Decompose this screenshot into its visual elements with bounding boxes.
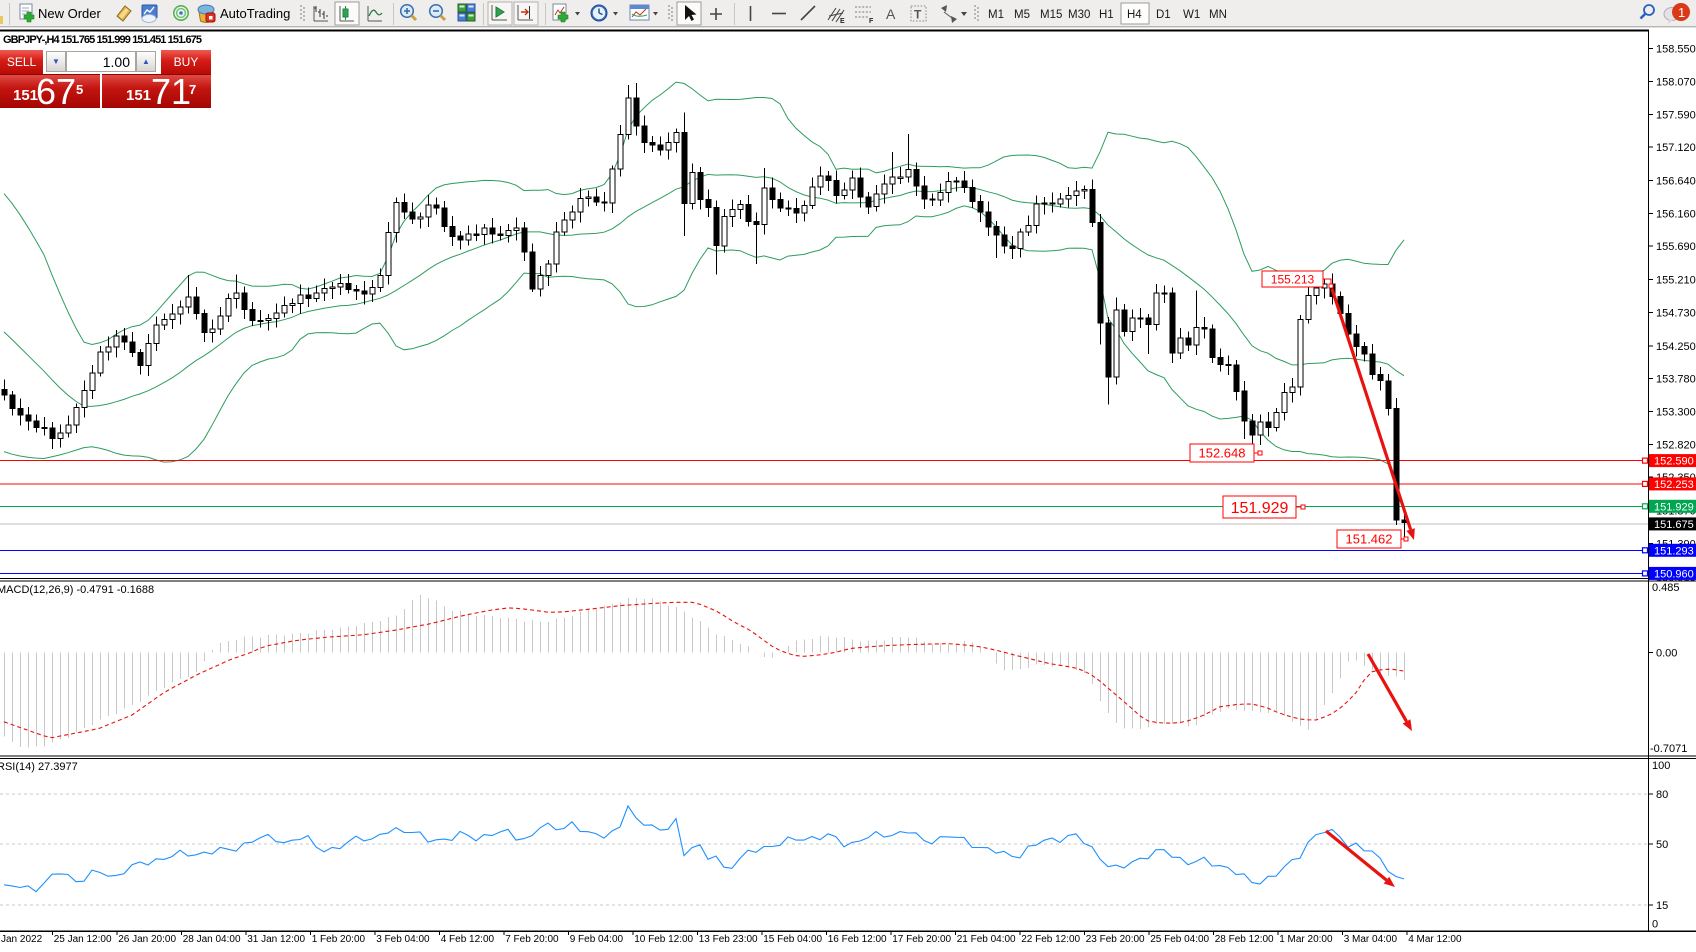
svg-text:MN: MN [1209,9,1227,21]
svg-text:0: 0 [1652,919,1658,931]
svg-text:157.590: 157.590 [1656,110,1696,122]
svg-text:A: A [886,6,896,22]
svg-text:23 Feb 20:00: 23 Feb 20:00 [1086,934,1145,945]
svg-text:4 Mar 12:00: 4 Mar 12:00 [1408,934,1462,945]
svg-text:15 Feb 04:00: 15 Feb 04:00 [763,934,822,945]
svg-text:F: F [869,18,874,25]
svg-text:M5: M5 [1014,9,1030,21]
svg-text:151.929: 151.929 [1654,501,1694,513]
svg-text:157.120: 157.120 [1656,142,1696,154]
svg-text:M30: M30 [1068,9,1090,21]
svg-text:1 Feb 20:00: 1 Feb 20:00 [312,934,366,945]
svg-text:151.462: 151.462 [1346,532,1393,547]
svg-text:31 Jan 12:00: 31 Jan 12:00 [247,934,305,945]
svg-text:M15: M15 [1040,9,1062,21]
svg-text:153.300: 153.300 [1656,407,1696,419]
svg-text:1 Mar 20:00: 1 Mar 20:00 [1279,934,1333,945]
svg-text:0.485: 0.485 [1652,582,1680,594]
svg-text:158.550: 158.550 [1656,43,1696,55]
svg-text:E: E [840,18,845,25]
svg-text:RSI(14) 27.3977: RSI(14) 27.3977 [0,761,78,773]
svg-text:151.929: 151.929 [1231,500,1289,517]
svg-text:155.210: 155.210 [1656,274,1696,286]
svg-text:158.070: 158.070 [1656,77,1696,89]
svg-text:156.160: 156.160 [1656,209,1696,221]
svg-text:50: 50 [1656,839,1668,851]
svg-text:MACD(12,26,9) -0.4791 -0.1688: MACD(12,26,9) -0.4791 -0.1688 [0,584,154,596]
svg-text:15: 15 [1656,900,1668,912]
svg-text:152.820: 152.820 [1656,440,1696,452]
svg-text:154.250: 154.250 [1656,341,1696,353]
svg-text:4 Feb 12:00: 4 Feb 12:00 [441,934,495,945]
svg-text:152.590: 152.590 [1654,456,1694,468]
svg-text:-0.7071: -0.7071 [1650,743,1687,755]
svg-text:13 Feb 23:00: 13 Feb 23:00 [699,934,758,945]
svg-text:152.648: 152.648 [1199,446,1246,461]
svg-text:1: 1 [1678,5,1685,20]
svg-text:16 Feb 12:00: 16 Feb 12:00 [828,934,887,945]
svg-text:AutoTrading: AutoTrading [220,6,290,21]
svg-text:D1: D1 [1156,9,1171,21]
svg-text:22 Feb 12:00: 22 Feb 12:00 [1021,934,1080,945]
svg-text:H1: H1 [1099,9,1114,21]
svg-text:0.00: 0.00 [1656,648,1677,660]
svg-text:155.690: 155.690 [1656,241,1696,253]
svg-text:New Order: New Order [38,6,102,21]
svg-text:W1: W1 [1183,9,1200,21]
svg-text:151.293: 151.293 [1654,545,1694,557]
svg-text:9 Feb 04:00: 9 Feb 04:00 [570,934,624,945]
svg-text:M1: M1 [988,9,1004,21]
svg-text:156.640: 156.640 [1656,175,1696,187]
svg-text:GBPJPY-,H4 151.765 151.999 15: GBPJPY-,H4 151.765 151.999 151.451 151.6… [3,34,202,46]
svg-text:3 Mar 04:00: 3 Mar 04:00 [1344,934,1398,945]
svg-text:H4: H4 [1127,9,1142,21]
svg-text:7 Feb 20:00: 7 Feb 20:00 [505,934,559,945]
svg-text:26 Jan 20:00: 26 Jan 20:00 [118,934,176,945]
svg-text:10 Feb 12:00: 10 Feb 12:00 [634,934,693,945]
svg-text:155.213: 155.213 [1271,272,1315,286]
svg-text:151.675: 151.675 [1654,519,1694,531]
svg-text:Jan 2022: Jan 2022 [1,934,43,945]
svg-text:152.253: 152.253 [1654,479,1694,491]
svg-text:28 Jan 04:00: 28 Jan 04:00 [183,934,241,945]
svg-text:80: 80 [1656,789,1668,801]
svg-text:28 Feb 12:00: 28 Feb 12:00 [1215,934,1274,945]
svg-text:150.960: 150.960 [1654,568,1694,580]
svg-text:154.730: 154.730 [1656,308,1696,320]
svg-text:17 Feb 20:00: 17 Feb 20:00 [892,934,951,945]
svg-text:153.780: 153.780 [1656,373,1696,385]
svg-text:25 Feb 04:00: 25 Feb 04:00 [1150,934,1209,945]
svg-text:3 Feb 04:00: 3 Feb 04:00 [376,934,430,945]
svg-text:25 Jan 12:00: 25 Jan 12:00 [54,934,112,945]
svg-text:21 Feb 04:00: 21 Feb 04:00 [957,934,1016,945]
svg-text:100: 100 [1652,760,1670,772]
svg-text:T: T [914,8,922,22]
